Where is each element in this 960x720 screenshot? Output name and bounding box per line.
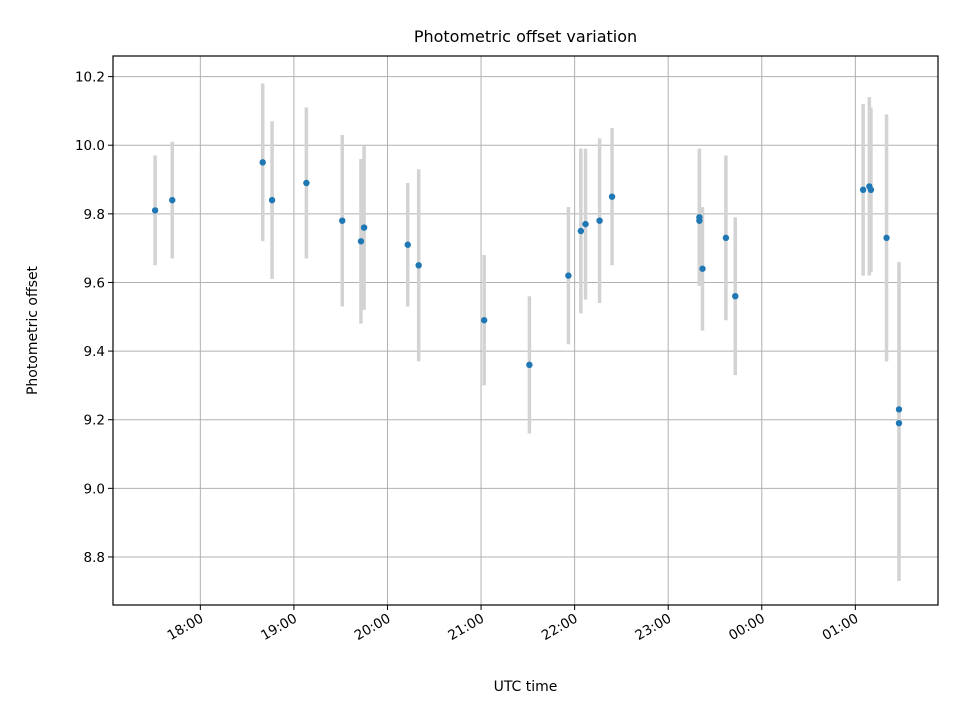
y-tick-label: 9.0 (84, 481, 105, 497)
data-point (582, 220, 589, 228)
y-tick-label: 9.4 (84, 344, 105, 360)
data-point (259, 159, 266, 166)
data-point (895, 406, 903, 413)
data-point (415, 262, 422, 269)
data-point (577, 227, 585, 235)
data-point (404, 241, 411, 248)
data-point (151, 207, 159, 214)
data-point (565, 272, 572, 279)
y-axis-label: Photometric offset (25, 265, 41, 395)
grid (113, 56, 938, 605)
data-point (608, 193, 616, 200)
data-point (360, 224, 368, 231)
y-tick-label: 10.2 (75, 70, 105, 86)
data-points (151, 159, 903, 427)
data-point (722, 234, 730, 242)
chart-title: Photometric offset variation (414, 27, 637, 46)
data-point (732, 292, 739, 300)
data-point (867, 186, 875, 194)
x-axis-label: UTC time (494, 679, 558, 695)
data-point (895, 419, 903, 427)
data-point (303, 179, 310, 187)
data-point (699, 265, 706, 272)
data-point (526, 361, 533, 369)
y-tick-label: 10.0 (75, 138, 105, 154)
data-point (268, 196, 276, 204)
data-point (859, 186, 867, 194)
data-point (480, 317, 488, 324)
data-point (339, 217, 346, 224)
data-point (696, 217, 703, 224)
data-point (357, 238, 365, 245)
y-tick-label: 9.2 (84, 413, 105, 429)
y-tick-label: 9.8 (84, 207, 105, 223)
y-tick-label: 9.6 (84, 275, 105, 291)
data-point (169, 196, 176, 204)
data-point (883, 234, 890, 242)
y-tick-label: 8.8 (84, 550, 105, 566)
data-point (596, 217, 603, 224)
plot-area-frame (112, 55, 939, 606)
